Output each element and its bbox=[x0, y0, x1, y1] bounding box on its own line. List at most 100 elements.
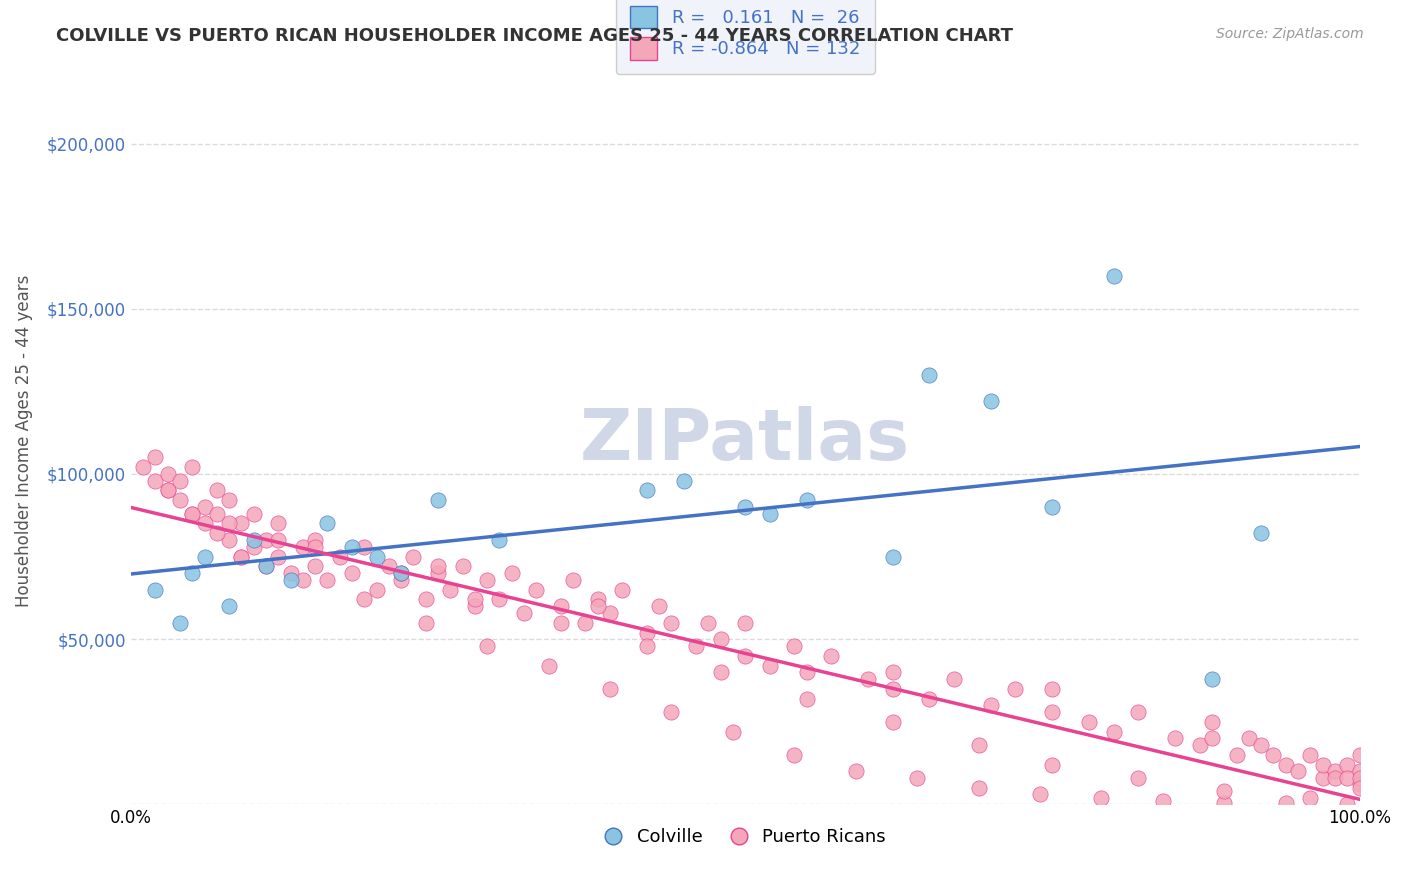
Point bbox=[156, 467, 179, 481]
Point bbox=[329, 549, 352, 564]
Point bbox=[586, 599, 609, 613]
Point bbox=[427, 559, 450, 574]
Point bbox=[291, 540, 314, 554]
Point bbox=[464, 592, 486, 607]
Point bbox=[415, 615, 437, 630]
Point bbox=[169, 474, 191, 488]
Point bbox=[475, 639, 498, 653]
Point bbox=[550, 599, 572, 613]
Point bbox=[145, 450, 167, 465]
Point bbox=[353, 540, 375, 554]
Point bbox=[1348, 780, 1371, 795]
Point bbox=[1226, 747, 1249, 762]
Point bbox=[796, 691, 818, 706]
Point bbox=[254, 559, 277, 574]
Point bbox=[636, 639, 658, 653]
Point bbox=[231, 549, 253, 564]
Point bbox=[967, 738, 990, 752]
Point bbox=[378, 559, 401, 574]
Point bbox=[796, 493, 818, 508]
Point bbox=[1299, 790, 1322, 805]
Point bbox=[231, 516, 253, 531]
Point bbox=[1336, 771, 1358, 785]
Point bbox=[1029, 788, 1052, 802]
Point bbox=[145, 582, 167, 597]
Point bbox=[389, 566, 412, 580]
Point bbox=[254, 533, 277, 547]
Point bbox=[181, 507, 204, 521]
Point bbox=[734, 648, 756, 663]
Point bbox=[1348, 747, 1371, 762]
Text: ZIPatlas: ZIPatlas bbox=[581, 407, 910, 475]
Point bbox=[721, 724, 744, 739]
Point bbox=[1078, 714, 1101, 729]
Point bbox=[1312, 757, 1334, 772]
Point bbox=[1348, 777, 1371, 791]
Point bbox=[1336, 797, 1358, 811]
Point bbox=[267, 516, 290, 531]
Point bbox=[562, 573, 585, 587]
Point bbox=[205, 507, 228, 521]
Point bbox=[820, 648, 842, 663]
Point bbox=[1164, 731, 1187, 746]
Point bbox=[586, 592, 609, 607]
Point bbox=[1102, 724, 1125, 739]
Point bbox=[218, 516, 240, 531]
Point bbox=[1274, 757, 1296, 772]
Point bbox=[783, 639, 806, 653]
Point bbox=[710, 665, 733, 680]
Point bbox=[231, 549, 253, 564]
Point bbox=[1348, 771, 1371, 785]
Point bbox=[1312, 771, 1334, 785]
Point bbox=[1004, 681, 1026, 696]
Point bbox=[1299, 747, 1322, 762]
Point bbox=[980, 698, 1002, 713]
Point bbox=[439, 582, 461, 597]
Point bbox=[156, 483, 179, 498]
Point bbox=[758, 507, 780, 521]
Point bbox=[943, 672, 966, 686]
Legend: Colville, Puerto Ricans: Colville, Puerto Ricans bbox=[598, 821, 893, 854]
Point bbox=[145, 474, 167, 488]
Point bbox=[661, 615, 683, 630]
Point bbox=[501, 566, 523, 580]
Point bbox=[1040, 681, 1063, 696]
Point bbox=[796, 665, 818, 680]
Point bbox=[205, 483, 228, 498]
Point bbox=[488, 533, 510, 547]
Point bbox=[242, 533, 264, 547]
Point bbox=[1274, 797, 1296, 811]
Point bbox=[389, 573, 412, 587]
Point bbox=[758, 658, 780, 673]
Point bbox=[488, 592, 510, 607]
Point bbox=[882, 681, 904, 696]
Point bbox=[169, 615, 191, 630]
Point bbox=[304, 533, 326, 547]
Point bbox=[980, 394, 1002, 409]
Point bbox=[267, 533, 290, 547]
Point bbox=[967, 780, 990, 795]
Point bbox=[205, 526, 228, 541]
Point bbox=[389, 566, 412, 580]
Point bbox=[550, 615, 572, 630]
Point bbox=[599, 606, 621, 620]
Point bbox=[537, 658, 560, 673]
Point bbox=[194, 516, 217, 531]
Point bbox=[1152, 794, 1174, 808]
Point bbox=[304, 559, 326, 574]
Point bbox=[156, 483, 179, 498]
Point bbox=[1250, 738, 1272, 752]
Point bbox=[845, 764, 868, 779]
Text: COLVILLE VS PUERTO RICAN HOUSEHOLDER INCOME AGES 25 - 44 YEARS CORRELATION CHART: COLVILLE VS PUERTO RICAN HOUSEHOLDER INC… bbox=[56, 27, 1014, 45]
Point bbox=[280, 573, 302, 587]
Y-axis label: Householder Income Ages 25 - 44 years: Householder Income Ages 25 - 44 years bbox=[15, 275, 32, 607]
Point bbox=[280, 566, 302, 580]
Point bbox=[242, 507, 264, 521]
Point bbox=[734, 615, 756, 630]
Point bbox=[1188, 738, 1211, 752]
Point bbox=[1250, 526, 1272, 541]
Point bbox=[882, 665, 904, 680]
Point bbox=[1323, 764, 1346, 779]
Point bbox=[427, 493, 450, 508]
Point bbox=[366, 549, 388, 564]
